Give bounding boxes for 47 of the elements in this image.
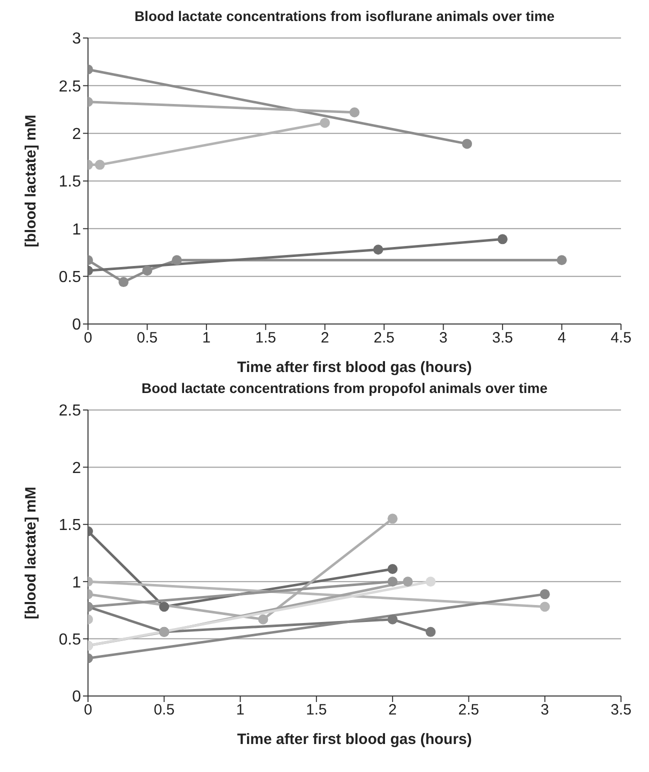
y-tick-label: 0.5: [58, 269, 82, 286]
y-tick-label: 1.5: [58, 517, 82, 534]
x-tick-label: 0: [84, 330, 92, 347]
y-tick-label: 0: [72, 688, 82, 706]
x-tick-label: 0: [84, 702, 92, 719]
x-tick-label: 2: [320, 330, 330, 347]
x-tick-label: 1.5: [255, 330, 276, 347]
point: [426, 626, 436, 637]
point: [388, 514, 398, 524]
x-tick-label: 3: [540, 702, 550, 719]
point: [388, 564, 398, 574]
x-tick-label: 1: [236, 702, 244, 719]
point: [373, 244, 384, 255]
point: [258, 614, 268, 624]
point: [320, 118, 330, 128]
y-tick-label: 2.5: [58, 78, 82, 96]
x-tick-label: 1.5: [306, 702, 327, 719]
point: [498, 234, 508, 244]
x-tick-label: 2: [388, 702, 397, 719]
y-tick-label: 1.5: [58, 174, 82, 191]
y-tick-label: 2: [72, 126, 82, 144]
x-tick-label: 3.5: [492, 330, 513, 347]
x-tick-label: 2.5: [374, 330, 395, 347]
y-tick-label: 3: [72, 30, 82, 48]
x-tick-label: 3: [439, 330, 448, 347]
y-axis-title: [blood lactate] mM: [22, 114, 40, 248]
y-tick-label: 2: [72, 460, 82, 477]
x-tick-label: 0.5: [136, 330, 158, 347]
x-tick-label: 4.5: [610, 330, 632, 347]
point: [556, 255, 567, 266]
y-tick-label: 1: [72, 221, 82, 238]
x-tick-label: 1: [202, 330, 211, 347]
x-axis-title: Time after first blood gas (hours): [237, 359, 472, 376]
x-tick-label: 4: [558, 330, 566, 347]
chart-title: Blood lactate concentrations from isoflurane animals over time: [133, 8, 556, 26]
x-tick-label: 3.5: [610, 702, 632, 719]
y-tick-label: 2.5: [58, 402, 82, 420]
y-tick-label: 0.5: [58, 631, 82, 648]
y-tick-label: 1: [72, 574, 82, 592]
x-tick-label: 0.5: [154, 702, 175, 719]
x-tick-label: 2.5: [458, 702, 480, 719]
x-axis-title: Time after first blood gas (hours): [237, 731, 472, 748]
y-tick-label: 0: [72, 316, 82, 334]
chart-title: Bood lactate concentrations from propofol animals over time: [140, 380, 549, 398]
y-axis-title: [blood lactate] mM: [22, 486, 40, 620]
point: [402, 576, 413, 587]
point: [388, 614, 398, 624]
